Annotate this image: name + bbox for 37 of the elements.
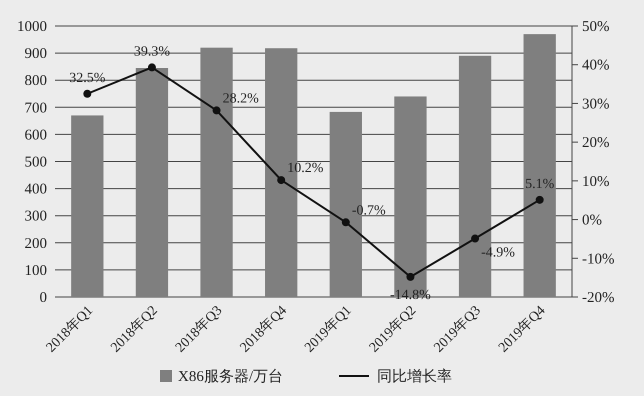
y-tick-label: 900	[24, 46, 47, 62]
y2-tick-label: 20%	[582, 135, 610, 152]
y-tick-label: 400	[24, 182, 47, 198]
data-label: 10.2%	[287, 161, 324, 176]
y-tick-label: 100	[24, 262, 47, 279]
point	[83, 90, 92, 98]
bar	[71, 115, 104, 297]
y-tick-label: 700	[24, 100, 47, 116]
point	[342, 218, 350, 226]
y-tick-label: 1000	[17, 19, 47, 35]
point	[212, 106, 221, 114]
legend-label: X86服务器/万台	[178, 368, 283, 385]
y2-tick-label: 50%	[582, 19, 610, 35]
y2-tick-label: -20%	[582, 290, 614, 306]
point	[471, 234, 480, 243]
y-tick-label: 500	[24, 154, 47, 170]
y-tick-label: 300	[24, 208, 47, 225]
y-tick-label: 600	[24, 127, 47, 144]
point	[406, 272, 414, 281]
y-tick-label: 0	[40, 290, 47, 306]
data-label: -0.7%	[352, 203, 386, 218]
y2-tick-label: -10%	[582, 251, 614, 268]
y-tick-label: 200	[24, 236, 47, 252]
y-tick-label: 800	[24, 73, 47, 90]
data-label: 5.1%	[525, 176, 555, 192]
data-label: 28.2%	[222, 91, 260, 106]
y2-tick-label: 30%	[582, 96, 610, 112]
bar	[524, 34, 556, 297]
bar	[136, 68, 168, 297]
y2-tick-label: 40%	[582, 58, 610, 74]
y2-tick-label: 10%	[582, 174, 610, 190]
y2-tick-label: 0%	[582, 212, 602, 229]
legend-label: 同比增长率	[377, 368, 452, 385]
point	[148, 63, 156, 72]
point	[536, 196, 544, 204]
data-label: -4.9%	[481, 246, 516, 261]
point	[277, 176, 286, 184]
